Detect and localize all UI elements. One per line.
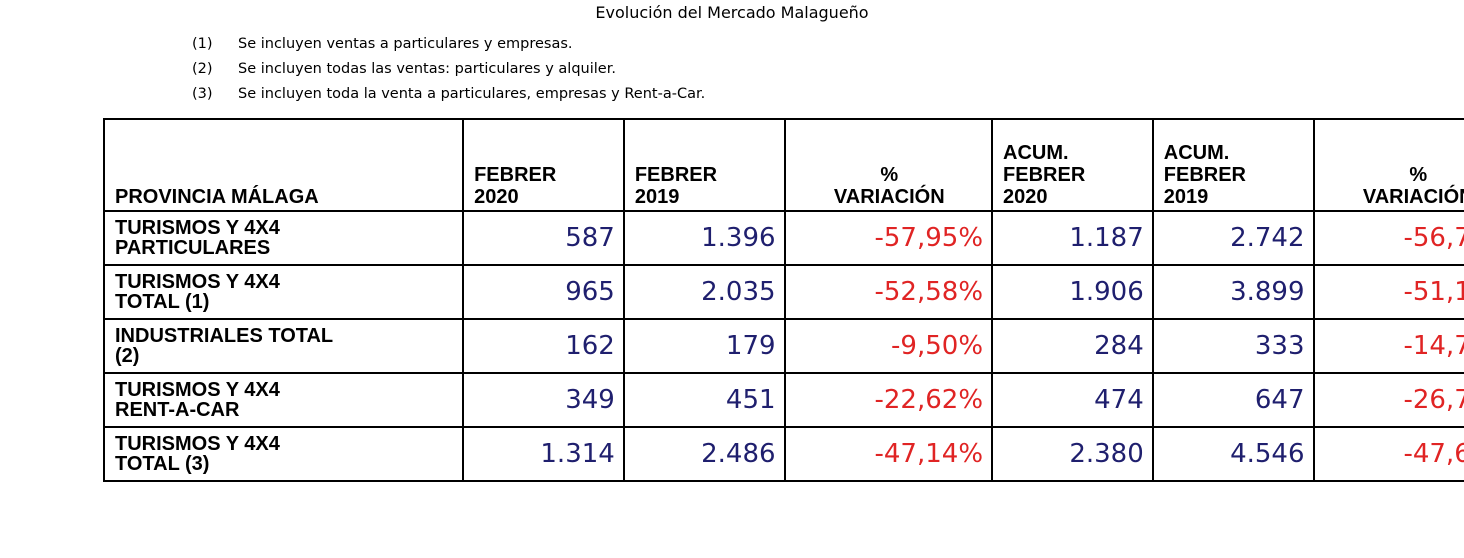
footnote-number: (2)	[192, 61, 213, 77]
cell-acum-variation: -26,74%	[1312, 372, 1464, 428]
cell-variation: -57,95%	[783, 210, 994, 266]
cell-variation: -47,14%	[783, 426, 994, 482]
footnote-text: Se incluyen ventas a particulares y empr…	[238, 36, 573, 52]
footnotes: (1) Se incluyen ventas a particulares y e…	[192, 34, 705, 109]
footnote-2: (2) Se incluyen todas las ventas: particu…	[192, 59, 705, 84]
table-header-row: PROVINCIA MÁLAGA FEBRER 2020 FEBRER 2019 %…	[102, 118, 1464, 212]
row-label: TURISMOS Y 4X4 TOTAL (3)	[102, 426, 465, 482]
cell-acum-2019: 3.899	[1151, 264, 1315, 320]
row-label: TURISMOS Y 4X4 TOTAL (1)	[102, 264, 465, 320]
table-row: TURISMOS Y 4X4 TOTAL (1) 965 2.035 -52,58…	[102, 264, 1464, 320]
row-label: TURISMOS Y 4X4 PARTICULARES	[102, 210, 465, 266]
cell-feb-2020: 349	[462, 372, 625, 428]
footnote-number: (3)	[192, 86, 213, 102]
cell-feb-2019: 2.035	[622, 264, 786, 320]
header-feb-2020: FEBRER 2020	[462, 118, 625, 212]
cell-feb-2019: 2.486	[622, 426, 786, 482]
cell-feb-2019: 1.396	[622, 210, 786, 266]
market-table: PROVINCIA MÁLAGA FEBRER 2020 FEBRER 2019 %…	[102, 118, 1464, 482]
footnote-1: (1) Se incluyen ventas a particulares y e…	[192, 34, 705, 59]
cell-feb-2020: 1.314	[462, 426, 625, 482]
footnote-3: (3) Se incluyen toda la venta a particula…	[192, 84, 705, 109]
footnote-number: (1)	[192, 36, 213, 52]
header-feb-2019: FEBRER 2019	[622, 118, 786, 212]
table-row: TURISMOS Y 4X4 PARTICULARES 587 1.396 -57…	[102, 210, 1464, 266]
footnote-text: Se incluyen toda la venta a particulares…	[238, 86, 706, 102]
cell-acum-2020: 1.187	[991, 210, 1154, 266]
cell-variation: -9,50%	[783, 318, 994, 374]
header-province: PROVINCIA MÁLAGA	[102, 118, 465, 212]
cell-acum-2019: 4.546	[1151, 426, 1315, 482]
table-row: TURISMOS Y 4X4 RENT-A-CAR 349 451 -22,62%…	[102, 372, 1464, 428]
cell-feb-2020: 162	[462, 318, 625, 374]
cell-acum-2019: 333	[1151, 318, 1315, 374]
cell-feb-2019: 179	[622, 318, 786, 374]
table-row: INDUSTRIALES TOTAL (2) 162 179 -9,50% 284…	[102, 318, 1464, 374]
footnote-text: Se incluyen todas las ventas: particular…	[238, 61, 616, 77]
cell-feb-2019: 451	[622, 372, 786, 428]
cell-acum-variation: -47,65%	[1312, 426, 1464, 482]
cell-acum-2020: 474	[991, 372, 1154, 428]
row-label: TURISMOS Y 4X4 RENT-A-CAR	[102, 372, 465, 428]
cell-feb-2020: 587	[462, 210, 625, 266]
table-row: TURISMOS Y 4X4 TOTAL (3) 1.314 2.486 -47,…	[102, 426, 1464, 482]
header-acum-feb-2020: ACUM. FEBRER 2020	[991, 118, 1154, 212]
header-acum-feb-2019: ACUM. FEBRER 2019	[1151, 118, 1315, 212]
cell-feb-2020: 965	[462, 264, 625, 320]
cell-acum-2020: 2.380	[991, 426, 1154, 482]
cell-acum-variation: -56,71%	[1312, 210, 1464, 266]
cell-acum-variation: -14,71%	[1312, 318, 1464, 374]
cell-acum-2020: 1.906	[991, 264, 1154, 320]
header-variation: % VARIACIÓN	[783, 118, 994, 212]
cell-acum-2019: 2.742	[1151, 210, 1315, 266]
document-title: Evolución del Mercado Malagueño	[595, 3, 869, 22]
header-acum-variation: % VARIACIÓN	[1312, 118, 1464, 212]
cell-acum-2019: 647	[1151, 372, 1315, 428]
cell-acum-2020: 284	[991, 318, 1154, 374]
cell-variation: -52,58%	[783, 264, 994, 320]
cell-variation: -22,62%	[783, 372, 994, 428]
cell-acum-variation: -51,12%	[1312, 264, 1464, 320]
row-label: INDUSTRIALES TOTAL (2)	[102, 318, 465, 374]
